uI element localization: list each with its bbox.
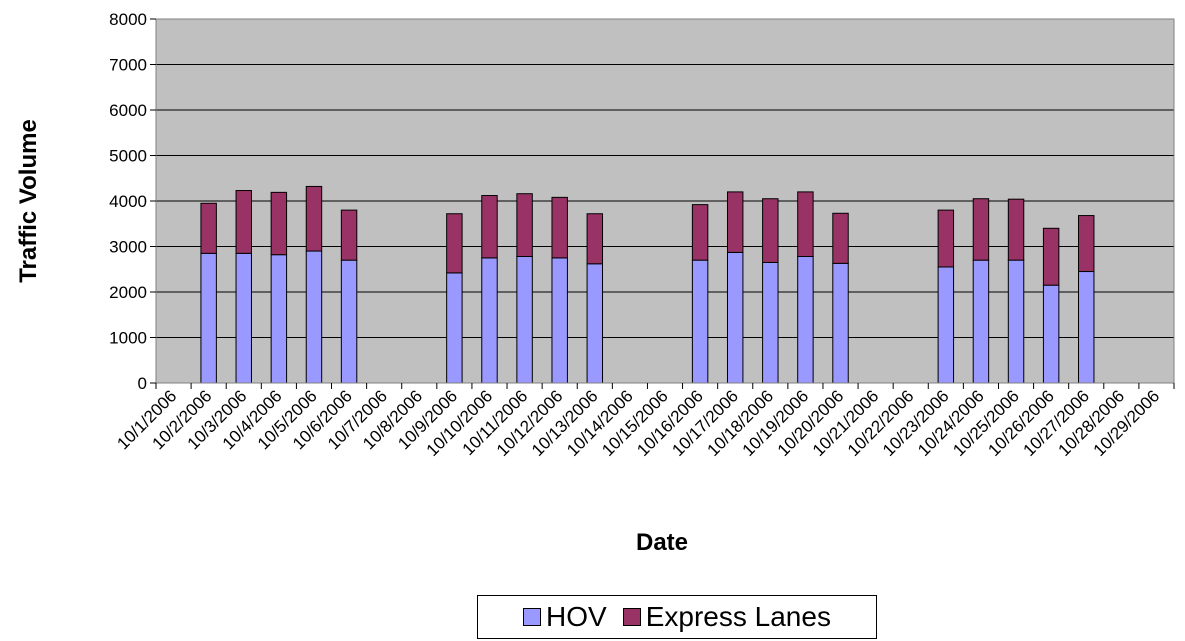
y-tick-label: 1000	[109, 329, 147, 348]
legend-item-hov: HOV	[523, 601, 607, 633]
bar-hov	[972, 259, 990, 384]
bar-express-lanes	[832, 212, 849, 264]
bar-express-lanes	[516, 193, 533, 258]
bar-express-lanes	[1007, 198, 1025, 261]
legend-label-express-lanes: Express Lanes	[645, 601, 831, 632]
bar-express-lanes	[797, 191, 814, 258]
bar-express-lanes	[305, 185, 323, 252]
bar-hov	[270, 254, 288, 384]
bar-express-lanes	[937, 209, 955, 268]
y-axis-label: Traffic Volume	[15, 119, 42, 283]
bar-express-lanes	[235, 190, 252, 254]
bar-hov	[797, 256, 814, 384]
bar-hov	[340, 259, 358, 384]
bar-hov	[551, 257, 568, 384]
bar-hov	[516, 256, 533, 384]
bar-express-lanes	[446, 213, 463, 274]
legend-label-hov: HOV	[546, 601, 607, 632]
bar-express-lanes	[586, 213, 604, 265]
y-axis-ticks: 0 1000 2000 3000 4000 5000 6000 7000 8000	[109, 10, 156, 393]
bar-hov	[937, 266, 955, 384]
legend-item-express-lanes: Express Lanes	[622, 601, 831, 633]
bar-hov	[305, 250, 323, 384]
bar-express-lanes	[340, 209, 358, 261]
bar-hov	[1007, 259, 1025, 384]
y-tick-label: 2000	[109, 283, 147, 302]
bar-hov	[235, 252, 252, 384]
bar-express-lanes	[1042, 227, 1060, 286]
bar-hov	[200, 252, 217, 384]
bar-hov	[691, 259, 709, 384]
x-axis-label: Date	[636, 529, 688, 556]
bar-hov	[762, 261, 779, 384]
bar-express-lanes	[726, 191, 744, 253]
bar-hov	[832, 262, 849, 384]
bar-hov	[1042, 284, 1060, 384]
legend: HOV Express Lanes	[477, 595, 877, 639]
bar-express-lanes	[551, 196, 568, 259]
bar-express-lanes	[270, 191, 288, 256]
y-tick-label: 0	[138, 374, 147, 393]
bar-express-lanes	[200, 202, 217, 254]
y-tick-label: 6000	[109, 101, 147, 120]
y-tick-label: 4000	[109, 192, 147, 211]
x-axis-ticks: 10/1/200610/2/200610/3/200610/4/200610/5…	[113, 383, 1175, 460]
plot-area	[155, 18, 1175, 384]
bar-hov	[586, 263, 604, 384]
y-tick-label: 8000	[109, 10, 147, 29]
legend-swatch-hov	[523, 608, 542, 626]
y-tick-label: 7000	[109, 56, 147, 75]
bar-hov	[481, 257, 498, 384]
bar-express-lanes	[481, 195, 498, 259]
bar-hov	[726, 251, 744, 384]
bar-express-lanes	[762, 198, 779, 263]
bar-express-lanes	[1078, 215, 1095, 273]
bar-express-lanes	[972, 198, 990, 261]
y-tick-label: 5000	[109, 147, 147, 166]
bar-hov	[1078, 271, 1095, 384]
y-tick-label: 3000	[109, 238, 147, 257]
bar-hov	[446, 272, 463, 384]
bar-express-lanes	[691, 204, 709, 261]
legend-swatch-express-lanes	[622, 608, 641, 626]
